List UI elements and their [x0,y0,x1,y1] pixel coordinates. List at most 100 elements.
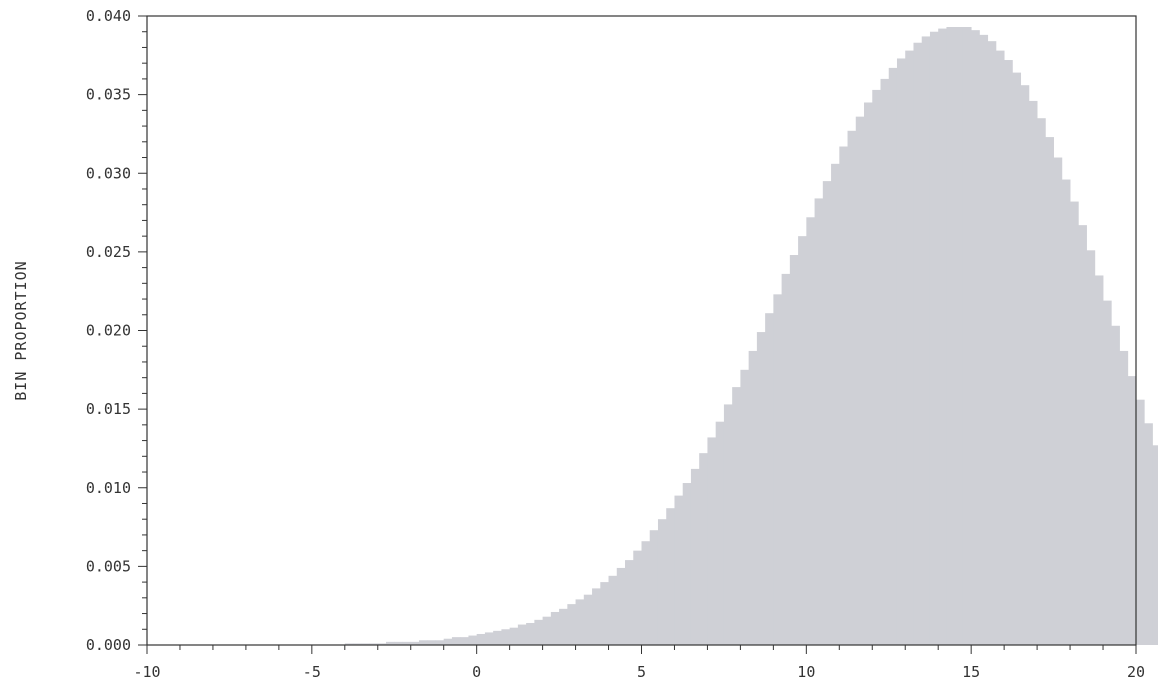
histogram-bar [888,67,898,645]
y-tick-label: 0.010 [86,479,131,497]
histogram-bar [418,640,428,645]
histogram-bar [806,217,815,645]
histogram-bar [501,629,511,645]
histogram-bar [773,294,783,645]
histogram-bar [526,622,535,645]
histogram-bar [699,453,708,645]
histogram-bar [460,637,469,645]
histogram-bar [723,404,733,645]
histogram-bar [781,273,791,645]
histogram-bar [740,369,750,645]
x-tick-label: 15 [962,663,980,681]
histogram-bar [484,632,494,645]
histogram-bar [394,641,403,645]
histogram-bar [542,616,552,645]
histogram-bar [789,255,799,645]
histogram-bar [905,50,914,646]
histogram-bar [493,630,502,645]
histogram-bar [608,575,618,645]
histogram-bar [962,27,972,645]
histogram-bar [1103,300,1112,645]
x-tick-label: 10 [797,663,815,681]
x-tick-label: 5 [637,663,646,681]
histogram-bar [410,641,420,645]
histogram-bar [1136,399,1145,645]
histogram-bar [995,50,1005,646]
histogram-bar [550,611,560,645]
histogram-bar [938,28,947,645]
histogram-bar [1020,85,1030,645]
histogram-bar [1152,445,1158,645]
histogram-bar [798,236,807,645]
histogram-bar [921,36,931,645]
histogram-bar [361,643,370,645]
histogram-bar [427,640,436,645]
histogram-bar [814,198,824,645]
histogram-bar [987,41,997,646]
y-tick-label: 0.005 [86,557,131,575]
y-tick-label: 0.000 [86,636,131,654]
bars-layer [344,27,1158,646]
histogram-bar [946,27,956,645]
histogram-bar [592,588,601,645]
histogram-bar [344,643,354,645]
histogram-bar [1127,376,1137,645]
histogram-bar [443,638,453,645]
histogram-bar [353,643,362,645]
histogram-bar [435,640,445,645]
histogram-bar [1144,423,1153,645]
histogram-bar [880,78,890,645]
histogram-bar [896,58,906,645]
labels-layer: -10 -5 0 5 10 15 20 0.000 0.005 0.010 0.015 0.020 0.… [86,7,1145,681]
histogram-bar [748,350,758,645]
histogram-bar [1061,179,1071,646]
histogram-bar [616,567,626,645]
histogram-bar [1028,100,1038,645]
x-tick-label: -5 [303,663,321,681]
histogram-bar [831,163,840,645]
histogram-bar [1045,137,1054,645]
y-axis-label: BIN PROPORTION [12,260,30,400]
histogram-bar [649,530,659,645]
histogram-bar [732,387,741,645]
histogram-bar [913,42,923,646]
histogram-bar [971,30,980,645]
histogram-bar [1078,225,1087,645]
histogram-bar [583,594,593,645]
histogram-bar [666,508,675,645]
histogram-bar [929,31,939,646]
histogram-bar [1053,157,1063,645]
histogram-bar [567,604,576,645]
histogram-bar [707,437,717,645]
histogram-bar [633,550,642,645]
histogram-bar [765,313,774,645]
y-tick-label: 0.015 [86,400,131,418]
histogram-bar [1086,250,1096,646]
histogram-bar [369,643,379,645]
histogram-bar [822,181,832,646]
histogram-bar [674,495,684,645]
histogram-bar [402,641,412,645]
histogram-bar [1070,201,1079,645]
y-tick-label: 0.025 [86,243,131,261]
x-tick-label: -10 [133,663,160,681]
histogram-bar [377,643,387,645]
histogram-bar [847,130,857,646]
histogram-bar [715,421,725,645]
histogram-bar [839,146,848,645]
histogram-bar [625,560,634,645]
histogram-bar [575,599,585,645]
y-tick-label: 0.030 [86,164,131,182]
histogram-bar [872,89,881,645]
histogram-bar [476,633,486,645]
histogram-bar [600,582,609,645]
histogram-bar [517,624,527,645]
x-tick-label: 0 [472,663,481,681]
x-tick-label: 20 [1127,663,1145,681]
histogram-bar [979,34,989,646]
histogram-bar [451,637,461,645]
histogram-bar [559,608,568,645]
histogram-bar [386,641,395,645]
y-tick-label: 0.035 [86,86,131,104]
